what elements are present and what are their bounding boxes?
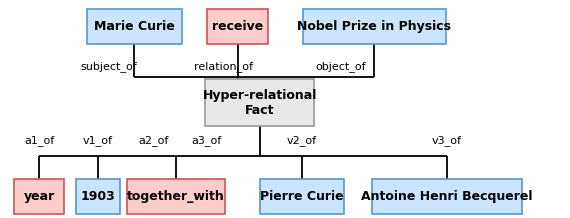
Text: Marie Curie: Marie Curie: [94, 20, 174, 33]
Text: v1_of: v1_of: [83, 136, 113, 146]
Text: Hyper-relational
Fact: Hyper-relational Fact: [203, 89, 317, 117]
Text: Antoine Henri Becquerel: Antoine Henri Becquerel: [361, 190, 533, 203]
FancyBboxPatch shape: [372, 179, 522, 214]
FancyBboxPatch shape: [260, 179, 344, 214]
Text: Nobel Prize in Physics: Nobel Prize in Physics: [298, 20, 451, 33]
Text: Pierre Curie: Pierre Curie: [260, 190, 344, 203]
Text: 1903: 1903: [80, 190, 115, 203]
Text: a1_of: a1_of: [24, 136, 54, 146]
FancyBboxPatch shape: [75, 179, 120, 214]
FancyBboxPatch shape: [303, 9, 446, 44]
FancyBboxPatch shape: [127, 179, 225, 214]
FancyBboxPatch shape: [205, 79, 314, 126]
Text: a3_of: a3_of: [192, 136, 222, 146]
Text: together_with: together_with: [127, 190, 225, 203]
Text: year: year: [23, 190, 55, 203]
FancyBboxPatch shape: [14, 179, 64, 214]
Text: receive: receive: [212, 20, 263, 33]
Text: v2_of: v2_of: [287, 136, 317, 146]
Text: subject_of: subject_of: [81, 61, 137, 72]
Text: a2_of: a2_of: [139, 136, 169, 146]
Text: relation_of: relation_of: [194, 61, 253, 72]
FancyBboxPatch shape: [87, 9, 182, 44]
Text: v3_of: v3_of: [432, 136, 462, 146]
Text: object_of: object_of: [316, 61, 366, 72]
FancyBboxPatch shape: [207, 9, 268, 44]
